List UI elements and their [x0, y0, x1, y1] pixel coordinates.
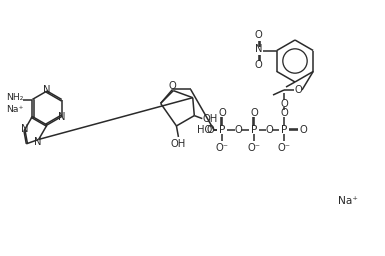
Text: O: O [255, 60, 263, 70]
Text: Na⁺: Na⁺ [7, 105, 24, 114]
Text: OH: OH [203, 114, 218, 124]
Text: O: O [218, 108, 226, 118]
Text: NH₂: NH₂ [7, 93, 24, 102]
Text: HO: HO [198, 125, 213, 135]
Text: N: N [34, 137, 42, 147]
Text: N: N [255, 45, 263, 55]
Text: O: O [265, 125, 273, 135]
Text: O: O [255, 30, 263, 40]
Text: O: O [234, 125, 242, 135]
Text: O⁻: O⁻ [278, 143, 291, 153]
Text: Na⁺: Na⁺ [338, 196, 358, 206]
Text: P: P [219, 125, 225, 135]
Text: N: N [43, 85, 51, 95]
Text: O⁻: O⁻ [216, 143, 229, 153]
Text: O: O [280, 108, 288, 118]
Text: N: N [58, 112, 65, 122]
Text: O: O [206, 125, 214, 135]
Text: N: N [21, 124, 29, 134]
Text: OH: OH [171, 139, 186, 149]
Text: O: O [280, 99, 288, 109]
Text: O: O [299, 125, 307, 135]
Text: P: P [251, 125, 257, 135]
Text: O: O [294, 85, 302, 95]
Text: O: O [169, 81, 176, 91]
Text: O: O [250, 108, 258, 118]
Text: P: P [281, 125, 287, 135]
Text: O⁻: O⁻ [248, 143, 261, 153]
